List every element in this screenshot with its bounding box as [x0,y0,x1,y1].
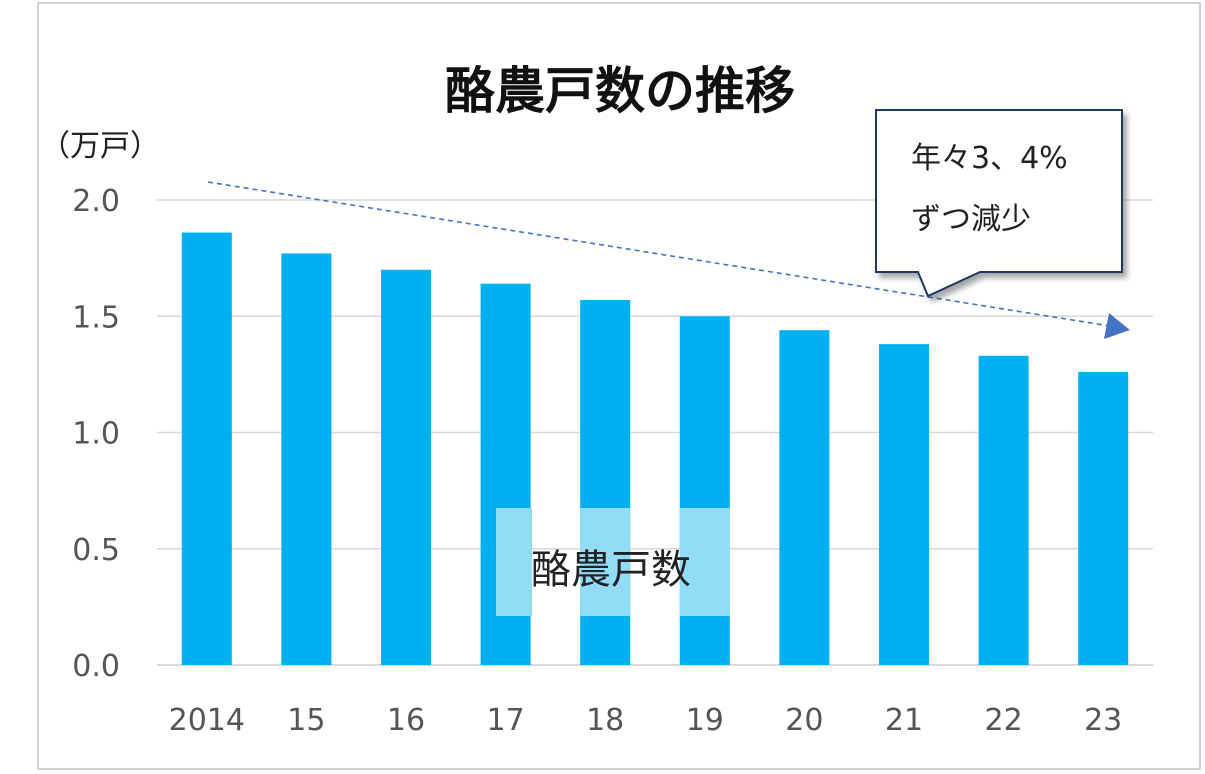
x-tick-label: 23 [1084,703,1122,738]
y-tick-label: 0.5 [72,533,120,568]
callout: 年々3、4% ずつ減少 [875,109,1123,298]
chart-title: 酪農戸数の推移 [445,62,795,120]
y-tick-label: 1.0 [72,417,120,452]
series-label-text: 酪農戸数 [531,547,691,593]
series-label: 酪農戸数 [496,508,730,616]
bar [381,269,431,665]
callout-line-1: 年々3、4% [911,141,1068,176]
trend-arrow-head [1104,313,1130,339]
y-axis-unit-label: （万戸） [40,129,160,164]
trend-arrow [207,181,1130,339]
bar [1078,372,1129,665]
series-label-highlight [680,508,730,616]
y-tick-label: 1.5 [72,300,120,335]
x-tick-label: 19 [686,703,724,738]
x-axis-ticks: 2014 15 16 17 18 19 20 21 22 23 [169,703,1123,738]
series-label-highlight [580,508,630,616]
callout-line-2: ずつ減少 [911,202,1031,237]
x-tick-label: 18 [586,703,624,738]
x-tick-label: 15 [287,703,325,738]
callout-box [875,109,1123,298]
bars [181,232,1129,666]
bar [281,253,332,665]
y-tick-label: 2.0 [72,184,120,219]
y-tick-label: 0.0 [72,649,120,684]
x-tick-label: 20 [785,703,823,738]
x-tick-label: 16 [387,703,425,738]
bar [181,232,232,666]
x-tick-label: 17 [487,703,525,738]
x-tick-label: 21 [885,703,923,738]
x-tick-label: 2014 [169,703,245,738]
bar [779,330,830,665]
y-axis-ticks: 0.0 0.5 1.0 1.5 2.0 [72,184,120,684]
bar [879,344,929,665]
x-tick-label: 22 [985,703,1023,738]
series-label-highlight [496,508,532,616]
bar [978,355,1029,665]
